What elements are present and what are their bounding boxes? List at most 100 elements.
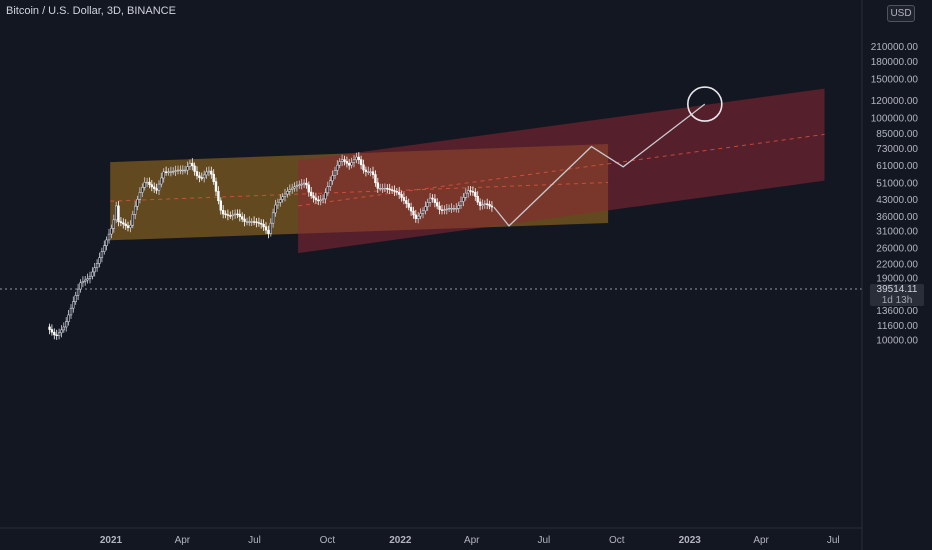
candle <box>450 208 453 210</box>
candle <box>110 228 113 235</box>
projection-path[interactable] <box>493 103 706 227</box>
candle <box>367 171 370 173</box>
candle <box>72 301 75 309</box>
candle <box>136 199 139 207</box>
projection-layer[interactable] <box>493 86 723 227</box>
candle <box>222 210 225 215</box>
candle <box>474 191 477 197</box>
candle <box>288 189 291 192</box>
candle <box>126 225 130 228</box>
candle <box>371 171 375 175</box>
candle <box>183 169 187 172</box>
currency-badge[interactable]: USD <box>887 5 915 22</box>
candle <box>431 197 434 200</box>
y-tick-label: 22000.00 <box>876 260 918 271</box>
candle <box>67 314 70 322</box>
candle <box>188 162 192 167</box>
candle <box>364 169 368 173</box>
candle <box>205 171 208 176</box>
candle <box>347 163 351 166</box>
candle <box>321 198 325 201</box>
candle <box>409 207 413 212</box>
candle <box>98 257 101 264</box>
candle <box>374 174 377 184</box>
candle <box>324 192 327 200</box>
candle <box>386 188 389 190</box>
red-channel-midline <box>298 133 825 207</box>
symbol-title[interactable]: Bitcoin / U.S. Dollar, 3D, BINANCE <box>6 5 176 17</box>
candle <box>343 159 346 162</box>
candle <box>269 222 272 234</box>
target-circle[interactable] <box>687 86 723 122</box>
candle <box>76 288 80 296</box>
candle <box>333 170 337 176</box>
x-tick-label: Oct <box>609 535 625 546</box>
candle <box>236 213 239 216</box>
candle <box>381 188 384 190</box>
candle <box>200 177 203 179</box>
y-tick-label: 100000.00 <box>871 114 919 125</box>
candle <box>476 196 479 203</box>
candle <box>478 201 482 206</box>
candle <box>157 183 161 191</box>
candle <box>267 229 270 234</box>
candle <box>359 159 363 166</box>
x-tick-label: Jul <box>248 535 261 546</box>
y-axis-band[interactable] <box>862 0 932 550</box>
candle <box>181 169 184 172</box>
channel-midlines-layer <box>110 133 825 207</box>
candle <box>357 156 360 161</box>
candle <box>212 173 215 182</box>
candle <box>309 191 313 197</box>
candle <box>300 183 303 186</box>
x-tick-label: Apr <box>753 535 769 546</box>
candle <box>167 171 170 173</box>
candle <box>302 182 306 185</box>
candle <box>55 334 58 336</box>
candle <box>69 307 73 316</box>
candle <box>293 186 296 189</box>
candle <box>438 205 441 210</box>
x-tick-label: Jul <box>827 535 840 546</box>
candle <box>445 208 448 211</box>
candle <box>217 191 220 202</box>
candle <box>257 222 261 224</box>
candle <box>229 215 232 217</box>
candle <box>245 221 249 223</box>
candle <box>248 221 251 223</box>
candle <box>350 162 353 166</box>
y-tick-label: 210000.00 <box>871 42 919 53</box>
candle <box>88 275 92 279</box>
candle <box>65 321 68 328</box>
x-tick-label: Apr <box>464 535 480 546</box>
candle <box>193 165 196 172</box>
candle <box>279 199 282 203</box>
candle <box>397 191 401 195</box>
candle <box>176 169 180 172</box>
candle <box>362 164 365 171</box>
x-tick-label: 2023 <box>679 535 702 546</box>
x-axis-band[interactable] <box>0 528 862 550</box>
candle <box>179 169 182 172</box>
candle <box>435 202 439 207</box>
candle <box>100 251 104 258</box>
channels-layer <box>110 88 825 254</box>
candle <box>490 205 494 208</box>
candle <box>314 197 318 201</box>
candle <box>264 226 268 231</box>
candle <box>447 208 451 210</box>
candle <box>86 278 89 281</box>
candle <box>150 184 153 188</box>
candle <box>307 184 310 193</box>
candle <box>355 156 358 161</box>
candle <box>369 171 372 173</box>
candle <box>62 326 66 331</box>
x-tick-label: Apr <box>175 535 191 546</box>
candle <box>214 181 218 192</box>
candle <box>231 214 234 217</box>
candle <box>155 188 158 191</box>
candle <box>129 225 132 228</box>
candle <box>226 214 230 216</box>
candle <box>169 171 173 173</box>
